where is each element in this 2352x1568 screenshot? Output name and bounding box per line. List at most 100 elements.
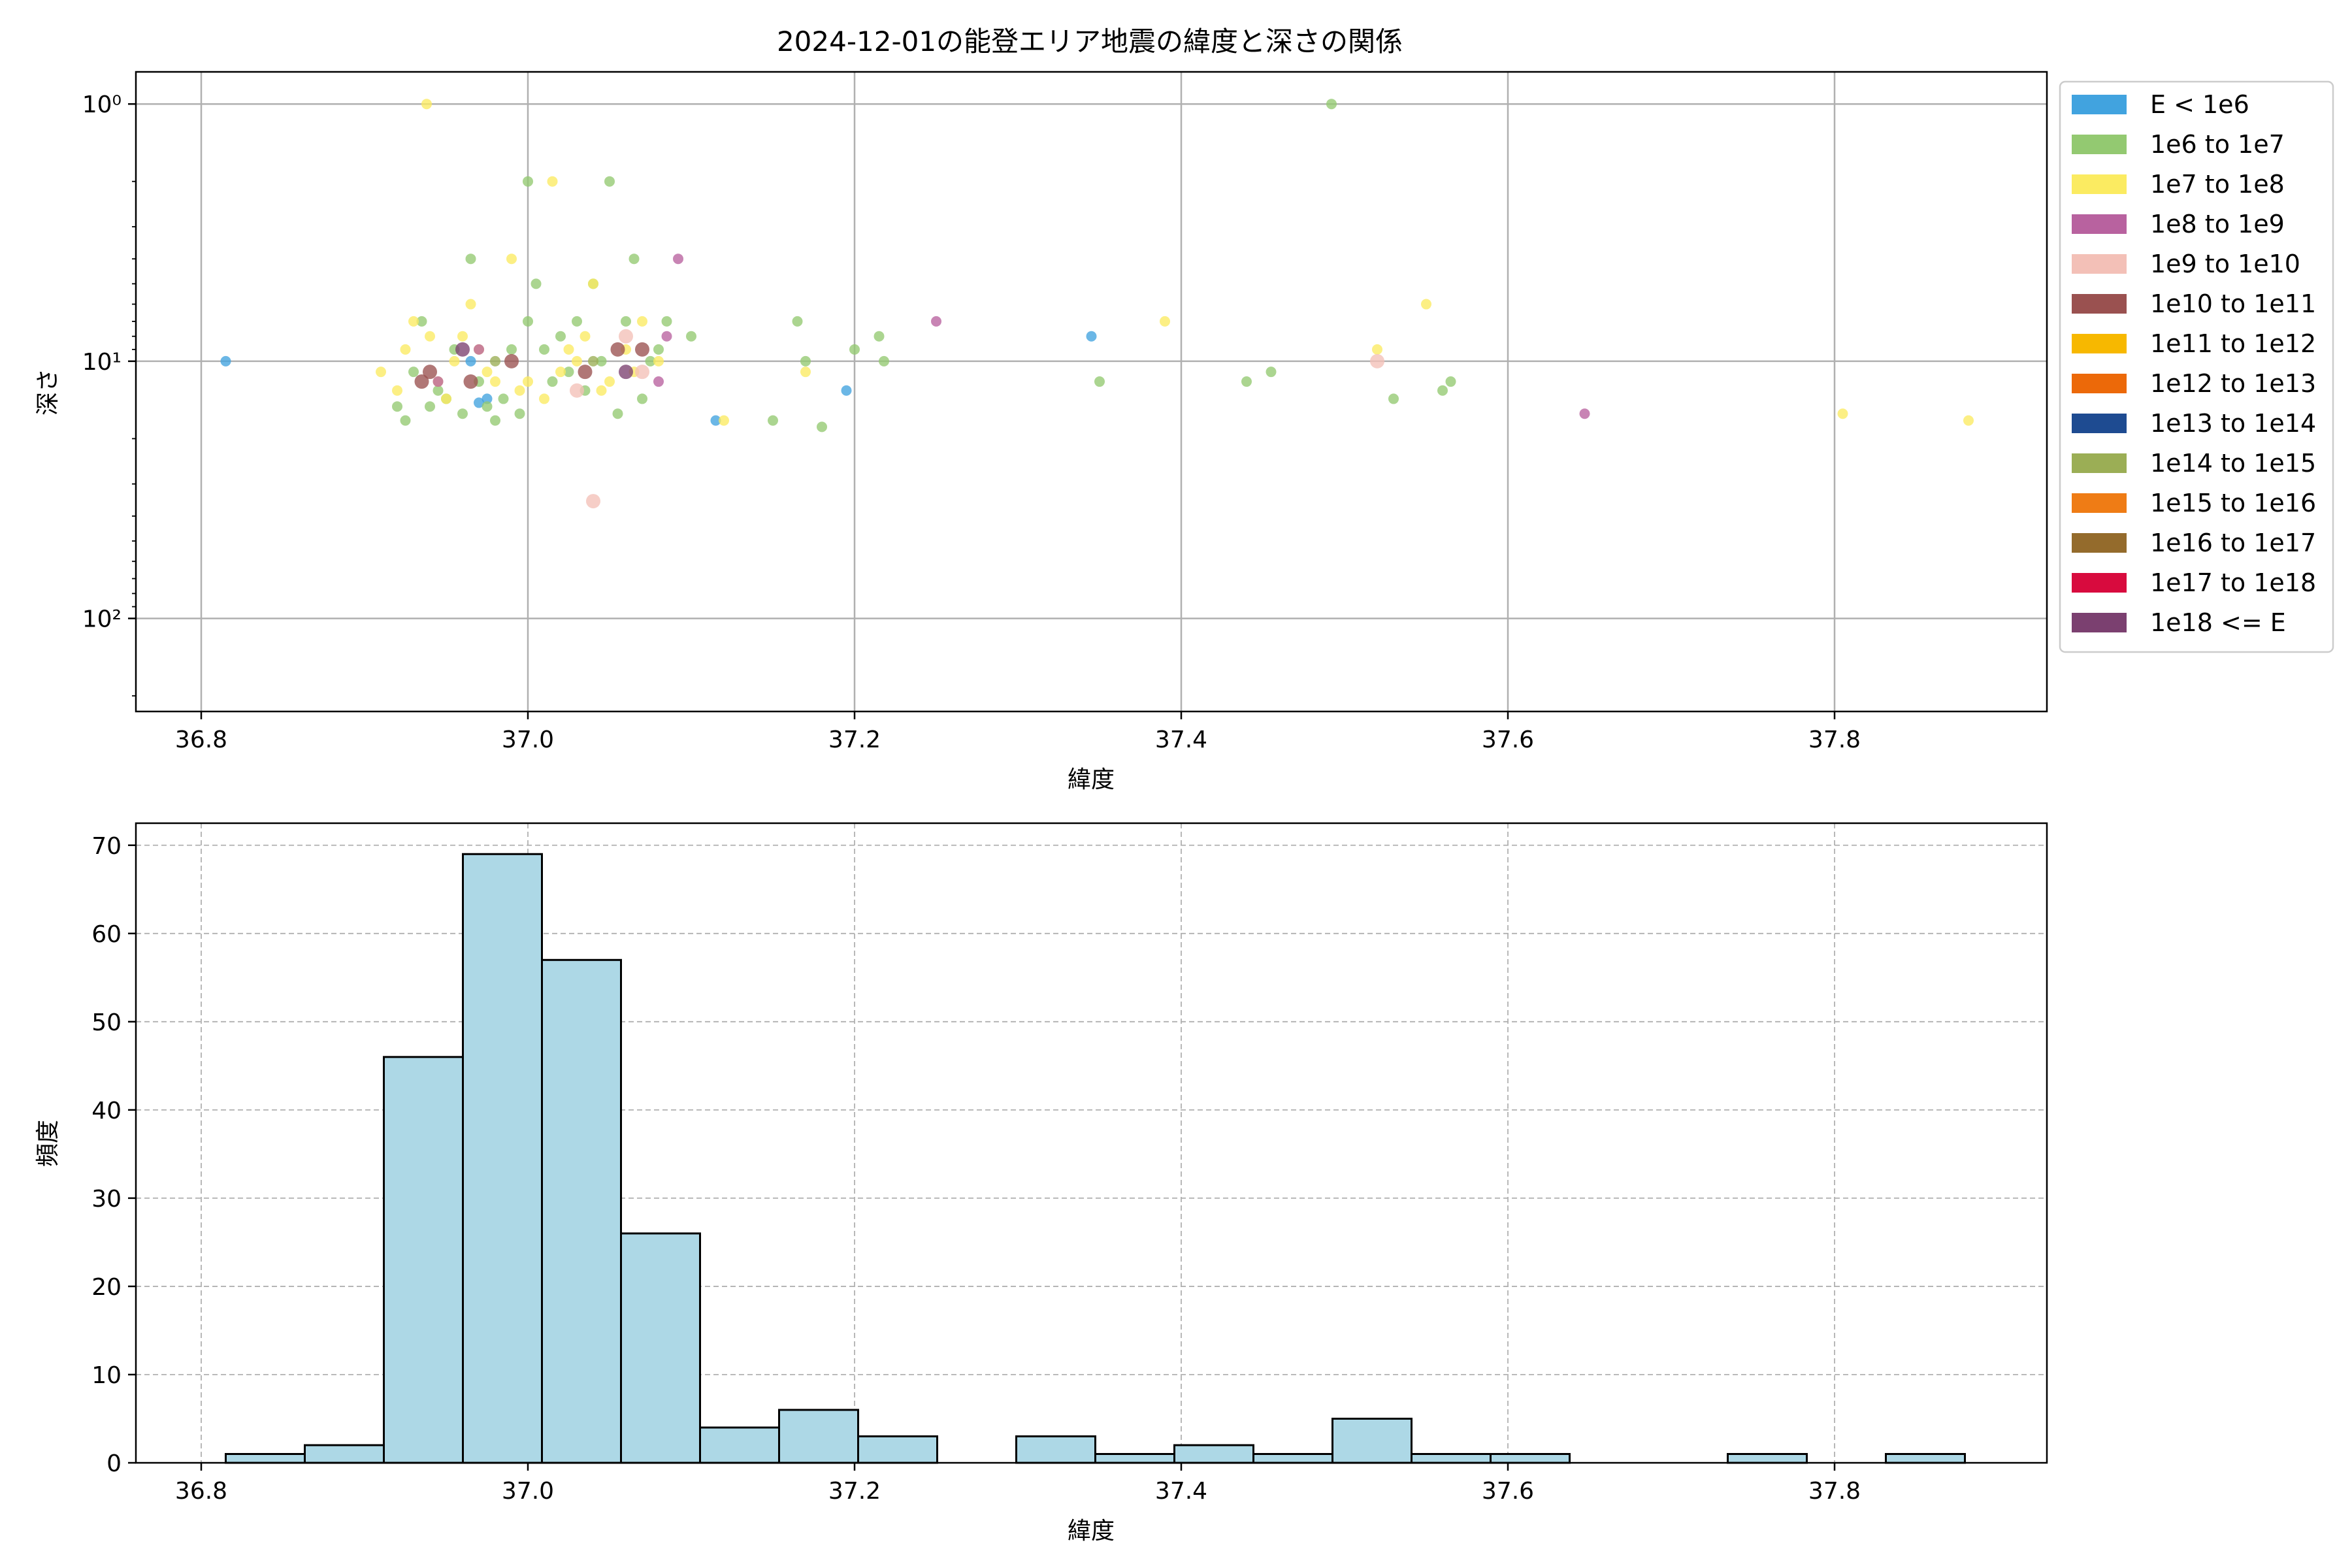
scatter-point [596,355,607,367]
scatter-point [817,421,827,433]
scatter-point [1579,408,1590,419]
histogram-bar [1015,1435,1096,1464]
scatter-point [653,344,664,355]
legend-label: 1e17 to 1e18 [2150,568,2316,597]
legend-swatch [2072,254,2127,274]
scatter-panel: 36.8 37.0 37.2 37.4 37.6 37.8 10⁰ 10¹ 10² 緯度 深さ [35,71,2048,793]
scatter-point [653,355,664,367]
scatter-point [376,367,386,378]
legend-swatch [2072,613,2127,632]
legend-label: 1e14 to 1e15 [2150,449,2316,478]
scatter-point [604,376,615,387]
legend-swatch [2072,334,2127,353]
histogram-bar [462,853,543,1464]
scatter-point [514,385,525,396]
scatter-point [474,344,484,355]
histogram-y-tick-label: 40 [91,1098,122,1124]
legend: E < 1e6 1e6 to 1e7 1e7 to 1e8 1e8 to 1e9 1e9… [2059,80,2334,653]
legend-swatch [2072,95,2127,114]
scatter-point [1326,99,1337,110]
histogram-x-tick-label: 36.8 [175,1478,227,1505]
legend-swatch [2072,294,2127,314]
scatter-point [498,393,509,404]
legend-swatch [2072,374,2127,393]
scatter-point [490,355,500,367]
scatter-point [482,401,493,412]
scatter-point [800,355,811,367]
scatter-point [1963,415,1974,426]
scatter-point [547,176,558,187]
scatter-point [800,367,811,378]
scatter-point [1241,376,1252,387]
legend-swatch [2072,214,2127,234]
scatter-point [539,393,549,404]
histogram-bar [1411,1452,1492,1464]
legend-swatch [2072,453,2127,473]
legend-box [2059,80,2334,653]
scatter-point [392,401,402,412]
legend-label: 1e7 to 1e8 [2150,170,2285,199]
histogram-bar [304,1444,385,1464]
histogram-bar [1331,1417,1413,1464]
scatter-point [408,367,419,378]
histogram-y-tick-label: 50 [91,1009,122,1036]
scatter-point [455,342,470,357]
scatter-point [490,376,500,387]
scatter-point [1086,331,1097,342]
scatter-point [629,253,640,265]
histogram-y-tick-label: 0 [106,1450,122,1477]
scatter-point [621,316,631,327]
histogram-x-tick-label: 37.0 [502,1478,554,1505]
legend-label: 1e8 to 1e9 [2150,210,2285,238]
scatter-point [1266,367,1277,378]
scatter-x-axis-label: 緯度 [1068,766,1115,793]
histogram-y-tick-label: 10 [91,1362,122,1389]
scatter-point [635,365,649,380]
scatter-point [555,331,566,342]
scatter-plot-area [136,72,2047,711]
histogram-ticks: 36.8 37.0 37.2 37.4 37.6 37.8 0 10 20 30 40 50 60 70 [91,833,1861,1505]
scatter-point [849,344,860,355]
scatter-point [465,355,476,367]
scatter-point [465,299,476,310]
scatter-y-tick-label: 10² [82,606,122,633]
scatter-point [414,374,429,389]
scatter-point [1421,299,1431,310]
scatter-point [879,355,889,367]
histogram-panel: 36.8 37.0 37.2 37.4 37.6 37.8010203040506070 … [35,822,2048,1544]
scatter-point [423,365,437,380]
legend-swatch [2072,533,2127,553]
histogram-bars [225,853,1966,1464]
legend-label: 1e6 to 1e7 [2150,130,2285,159]
scatter-point [1437,385,1448,396]
legend-swatch [2072,414,2127,433]
scatter-point [719,415,729,426]
scatter-point [506,344,517,355]
legend-swatch [2072,573,2127,593]
histogram-bar [857,1435,938,1464]
histogram-bar [1252,1452,1333,1464]
histogram-y-tick-label: 30 [91,1186,122,1213]
histogram-bar [225,1452,306,1464]
scatter-point [490,415,500,426]
histogram-y-tick-label: 70 [91,833,122,860]
scatter-point [661,331,672,342]
scatter-point [586,494,600,509]
scatter-x-tick-label: 37.8 [1808,727,1861,753]
scatter-point [635,342,649,357]
scatter-point [637,393,647,404]
scatter-point [570,383,584,398]
scatter-point [1372,344,1382,355]
scatter-point [547,376,558,387]
scatter-point [588,355,598,367]
histogram-bar [541,958,622,1464]
scatter-point [482,367,493,378]
scatter-point [474,397,484,408]
histogram-x-tick-label: 37.4 [1155,1478,1207,1505]
scatter-point [523,376,533,387]
scatter-point [457,408,468,419]
histogram-y-tick-label: 60 [91,921,122,948]
scatter-point [563,344,574,355]
histogram-y-tick-label: 20 [91,1274,122,1301]
